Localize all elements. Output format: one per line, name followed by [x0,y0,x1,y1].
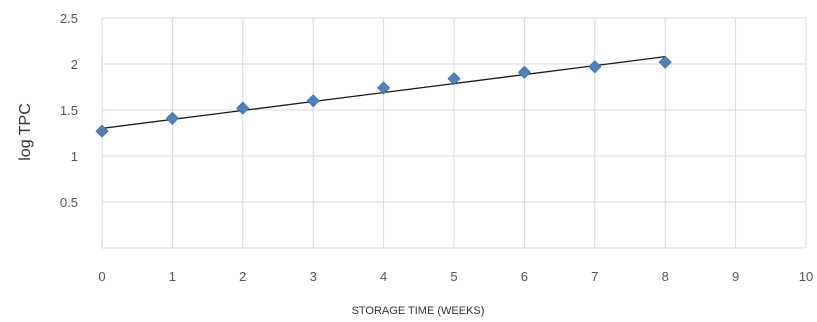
data-point [377,81,391,95]
data-point [517,65,531,79]
y-axis-title: log TPC [17,103,34,161]
x-tick-label: 0 [98,269,105,284]
y-tick-label: 1 [71,149,78,164]
data-point [165,111,179,125]
x-tick-label: 9 [732,269,739,284]
x-tick-label: 1 [169,269,176,284]
x-tick-label: 7 [591,269,598,284]
grid [101,17,807,249]
x-axis-ticks: 0 1 2 3 4 5 6 7 8 9 10 [98,269,813,284]
x-tick-label: 5 [450,269,457,284]
y-tick-label: 2 [71,57,78,72]
x-tick-label: 6 [521,269,528,284]
x-axis-title: STORAGE TIME (WEEKS) [352,305,485,317]
x-tick-label: 3 [310,269,317,284]
data-points [95,55,672,138]
data-point [95,124,109,138]
data-point [658,55,672,69]
data-point [588,60,602,74]
x-tick-label: 10 [799,269,813,284]
x-tick-label: 4 [380,269,387,284]
y-axis-ticks: 0.5 1 1.5 2 2.5 [60,11,78,210]
data-point [306,94,320,108]
y-tick-label: 1.5 [60,103,78,118]
data-point [447,72,461,86]
data-point [236,101,250,115]
x-tick-label: 2 [239,269,246,284]
y-tick-label: 0.5 [60,195,78,210]
y-tick-label: 2.5 [60,11,78,26]
x-tick-label: 8 [662,269,669,284]
